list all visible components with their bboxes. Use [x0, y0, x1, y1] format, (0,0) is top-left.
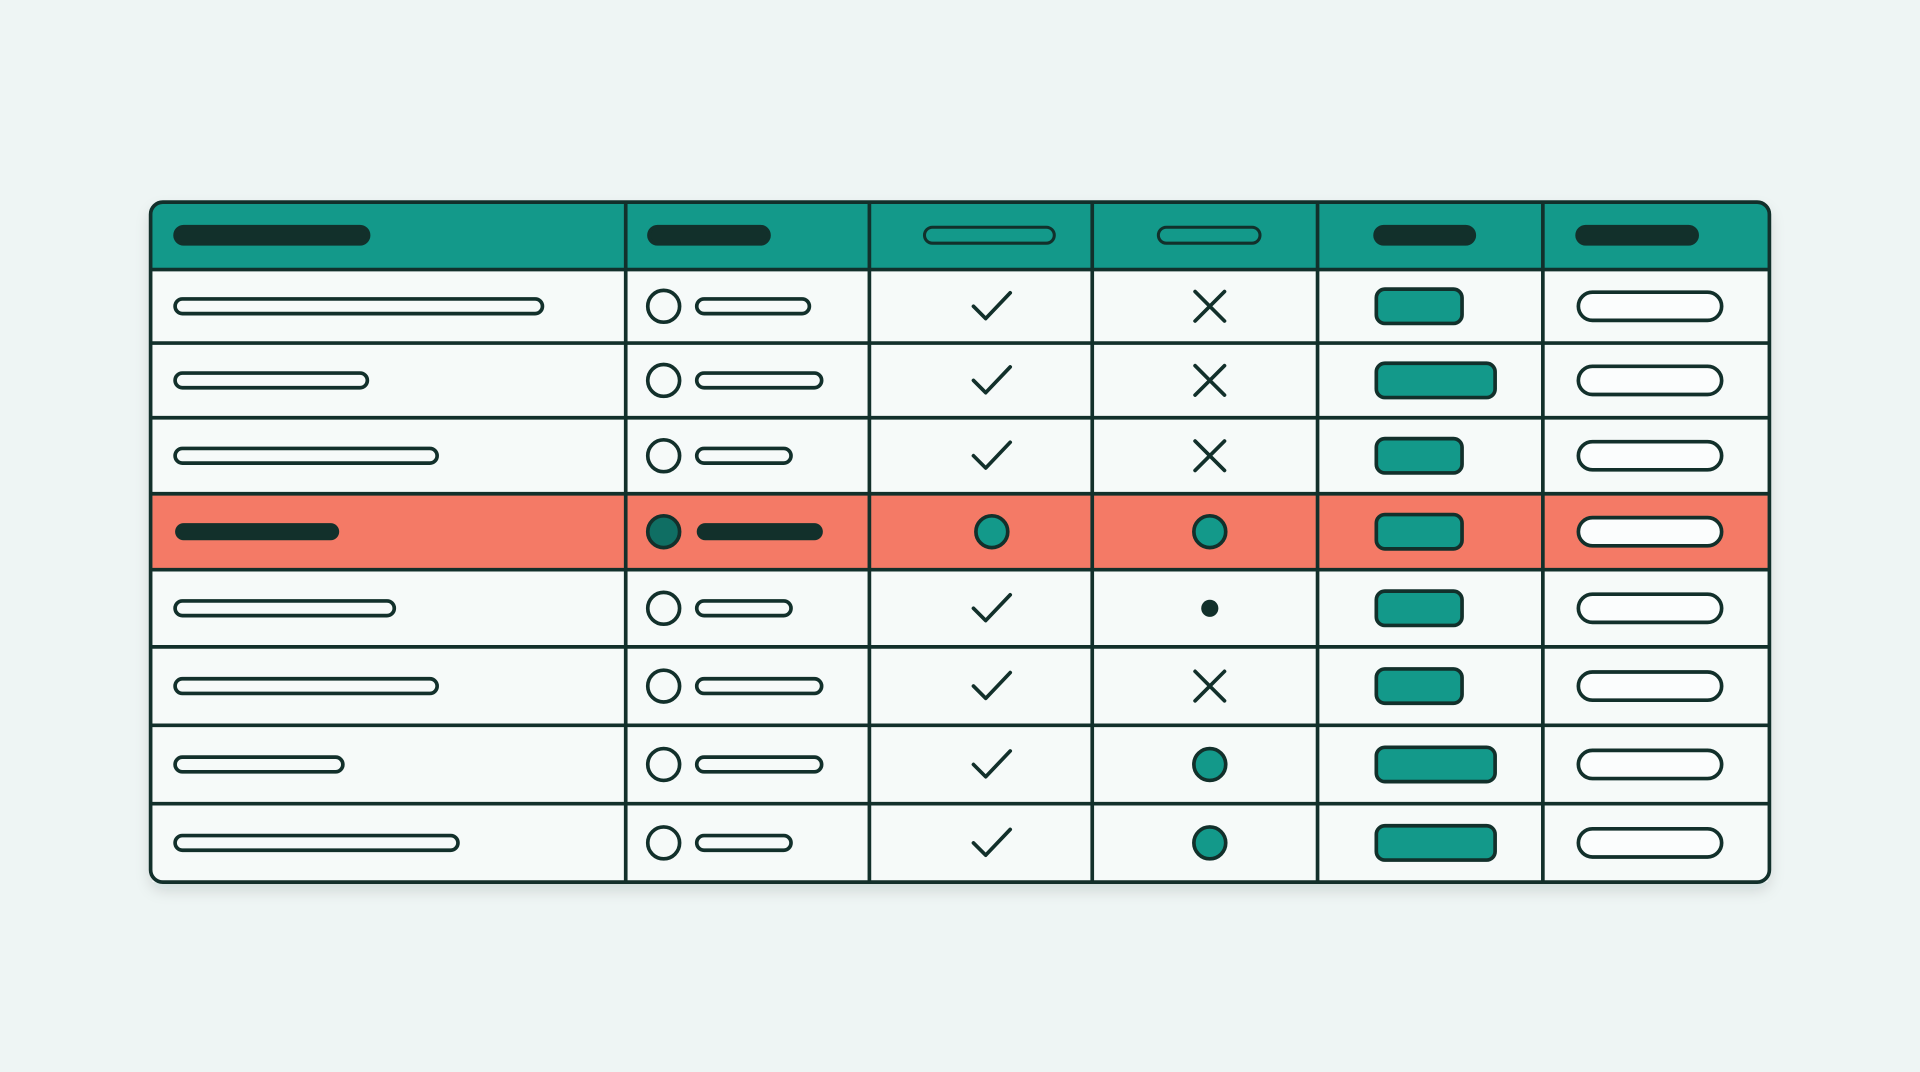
radio: [645, 288, 682, 325]
check-icon: [971, 290, 1013, 321]
status-circle: [1192, 746, 1228, 783]
option-placeholder: [696, 523, 823, 541]
option-placeholder: [694, 599, 793, 618]
name-placeholder: [173, 755, 345, 774]
action-button: [1374, 745, 1497, 784]
name-placeholder: [173, 297, 545, 316]
radio: [645, 746, 682, 783]
radio: [645, 513, 682, 550]
dot-icon: [1201, 599, 1219, 617]
cross-icon: [1193, 669, 1227, 703]
action-button: [1374, 361, 1497, 400]
check-icon: [971, 827, 1013, 857]
row-background: [152, 569, 1768, 647]
action-button: [1374, 512, 1464, 551]
input-field: [1576, 592, 1724, 625]
name-placeholder: [173, 676, 439, 696]
action-button: [1374, 823, 1497, 862]
option-placeholder: [694, 446, 793, 465]
check-icon: [971, 365, 1013, 395]
radio: [645, 668, 682, 704]
cross-icon: [1193, 363, 1227, 397]
radio: [645, 362, 682, 399]
option-placeholder: [694, 833, 793, 853]
name-placeholder: [175, 523, 340, 541]
action-button: [1374, 287, 1464, 326]
header-label: [1156, 225, 1262, 245]
input-field: [1576, 364, 1724, 397]
radio: [645, 590, 682, 627]
name-placeholder: [173, 599, 397, 618]
highlighted-row: [152, 493, 1768, 570]
name-placeholder: [173, 833, 460, 853]
row-background: [152, 343, 1768, 418]
input-field: [1576, 290, 1724, 323]
check-icon: [971, 670, 1013, 701]
radio: [645, 437, 682, 474]
table: [150, 202, 1770, 883]
cross-icon: [1193, 289, 1227, 323]
input-field: [1576, 515, 1724, 548]
input-field: [1576, 826, 1724, 859]
name-placeholder: [173, 446, 439, 465]
row-background: [152, 725, 1768, 804]
radio: [645, 825, 682, 861]
name-placeholder: [173, 371, 370, 390]
header-label: [922, 225, 1056, 245]
input-field: [1576, 670, 1724, 703]
status-circle: [974, 513, 1010, 550]
header-label: [647, 224, 771, 246]
header-label: [1575, 224, 1699, 246]
table-border: [148, 200, 1772, 884]
input-field: [1576, 439, 1724, 472]
option-placeholder: [694, 676, 824, 696]
option-placeholder: [694, 297, 812, 316]
status-circle: [1192, 513, 1228, 550]
status-circle: [1192, 825, 1228, 861]
header-label: [1373, 224, 1477, 246]
option-placeholder: [694, 371, 824, 390]
option-placeholder: [694, 755, 824, 774]
action-button: [1374, 589, 1464, 628]
cross-icon: [1193, 439, 1227, 473]
check-icon: [971, 749, 1013, 779]
header-label: [173, 224, 371, 246]
action-button: [1374, 667, 1464, 706]
check-icon: [971, 440, 1013, 470]
action-button: [1374, 436, 1464, 475]
check-icon: [971, 592, 1013, 623]
input-field: [1576, 748, 1724, 781]
